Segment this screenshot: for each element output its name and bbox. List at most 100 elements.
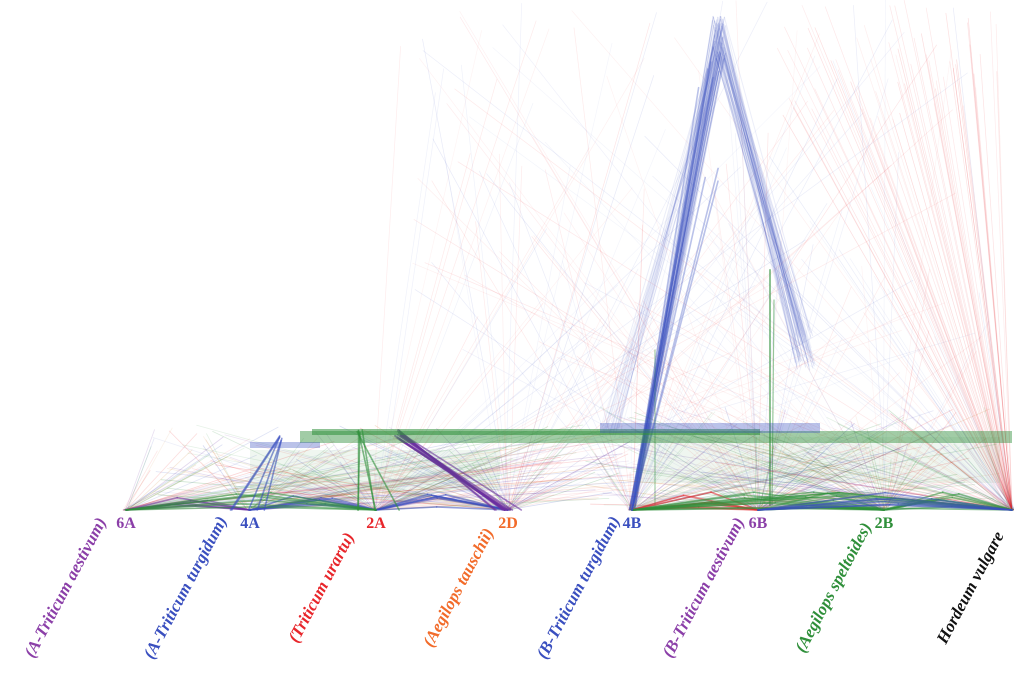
fan-line [509, 1, 768, 511]
fan-line [861, 265, 885, 511]
fan-line [499, 251, 759, 511]
fan-line [754, 336, 982, 511]
local-line [196, 424, 507, 511]
fan-line [809, 220, 1011, 511]
fan-line [504, 317, 602, 511]
peak-line [715, 58, 816, 364]
fan-line-hv [925, 54, 1013, 511]
fan-line [446, 103, 759, 511]
peak-line [725, 52, 810, 367]
peak-line [616, 54, 715, 429]
local-line [125, 456, 228, 511]
local-line [377, 426, 549, 511]
peak-line [602, 54, 725, 423]
local-line [375, 474, 377, 511]
fan-line [507, 308, 915, 511]
peak-line [607, 58, 724, 428]
node-labels: 6A (A-Triticum aestivum) 4A (A-Triticum tur… [20, 513, 1008, 662]
local-line [449, 450, 512, 511]
fan-line-hv [794, 100, 1013, 511]
node-code-2d: 2D [498, 515, 518, 532]
local-line [632, 461, 735, 511]
fan-line [801, 258, 1011, 511]
local-line [126, 430, 528, 511]
fan-line [510, 232, 720, 511]
local-line [677, 409, 1013, 511]
fan-line-hv [973, 73, 1013, 511]
local-line [290, 479, 508, 511]
local-line [508, 452, 526, 511]
peak-line [719, 23, 808, 349]
strong-line [435, 495, 509, 511]
local-line [702, 442, 883, 511]
peak-line [634, 19, 721, 511]
fan-line-hv [850, 81, 1013, 511]
local-line [633, 429, 764, 511]
local-line [124, 435, 487, 511]
peak-line [605, 49, 723, 430]
fan-line [508, 112, 864, 511]
local-line [458, 430, 508, 511]
local-line [251, 431, 626, 511]
fan-line [629, 334, 837, 511]
fan-line [376, 66, 821, 511]
fan-line [698, 70, 756, 511]
fan-line [475, 221, 508, 511]
peak-line [714, 35, 800, 363]
node-species-2b: (Aegilops speltoides) [791, 519, 875, 655]
fan-line [412, 262, 1010, 511]
local-line [122, 447, 245, 511]
fan-line [413, 219, 886, 511]
fan-line-hv [990, 11, 1013, 511]
local-line [631, 421, 809, 511]
fan-line-hv [807, 47, 1013, 511]
fan-line [853, 5, 888, 511]
local-line [500, 484, 512, 511]
strong-line [757, 491, 886, 511]
local-line [826, 417, 1014, 511]
local-line [630, 476, 822, 511]
local-line [869, 471, 886, 511]
strong-line [125, 491, 272, 511]
fan-line-hv [782, 114, 1013, 511]
local-line [631, 439, 855, 511]
local-line [510, 472, 620, 511]
fan-line [735, 0, 759, 511]
fan-line-hv [925, 7, 1013, 511]
local-line [212, 430, 378, 511]
green-spike [771, 299, 775, 506]
peak-line [720, 19, 801, 363]
fan-line [556, 357, 1014, 510]
peak-line [629, 22, 723, 511]
bundle-band [312, 429, 760, 435]
local-line [791, 422, 1010, 511]
fan-line [769, 155, 1009, 511]
local-line [961, 430, 1010, 511]
strong-line [631, 491, 815, 511]
fan-line-hv [830, 60, 1013, 511]
fan-line-hv [857, 86, 1013, 511]
local-line [126, 454, 231, 511]
fan-line [756, 132, 769, 511]
fan-line-hv [962, 105, 1013, 511]
strong-line [631, 495, 838, 511]
peak-line [618, 43, 715, 428]
local-line [855, 429, 1014, 511]
peak-line [722, 50, 814, 337]
peak-line [629, 20, 716, 511]
peak-line [721, 42, 801, 357]
fan-line [882, 152, 900, 511]
local-line [125, 464, 197, 511]
node-species-4b: (B-Triticum turgidum) [533, 513, 624, 662]
peak-line [630, 23, 721, 511]
local-line [632, 431, 673, 511]
local-line [292, 469, 379, 511]
peak-line [723, 57, 810, 358]
fan-line [378, 327, 595, 511]
peak-line [717, 24, 811, 371]
fan-line-hv [935, 80, 1013, 511]
fan-line [725, 163, 762, 511]
fan-line [372, 20, 537, 511]
peak-line [723, 46, 812, 352]
peak-line [631, 16, 722, 511]
